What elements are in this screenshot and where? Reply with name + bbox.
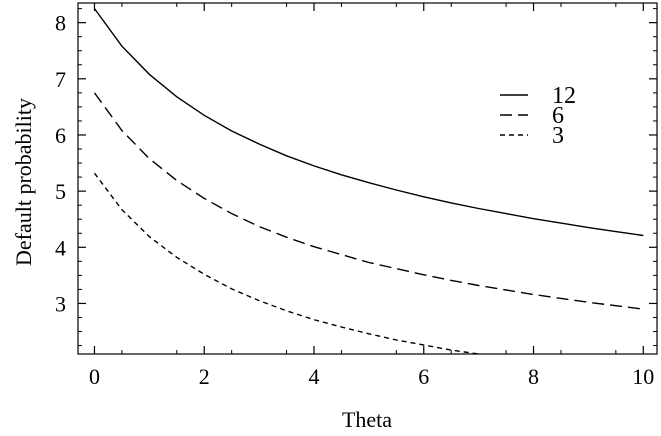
axis-ticks (78, 3, 657, 354)
x-tick-label: 2 (199, 364, 210, 389)
y-tick-label: 3 (55, 291, 66, 316)
legend-label: 3 (552, 123, 564, 149)
x-tick-label: 4 (308, 364, 319, 389)
plot-frame (77, 2, 658, 355)
plot-lines (93, 8, 644, 354)
x-tick-label: 6 (418, 364, 429, 389)
series-line-3 (93, 172, 484, 354)
legend-label: 12 (552, 83, 576, 109)
legend-label: 6 (552, 103, 564, 129)
y-tick-label: 4 (55, 235, 66, 260)
y-axis-title: Default probability (11, 98, 36, 266)
axis-tick-labels: 0 2 4 6 8 10 3 4 5 6 7 8 (55, 11, 654, 389)
x-axis-title: Theta (342, 407, 392, 432)
y-tick-label: 7 (55, 67, 66, 92)
y-tick-label: 6 (55, 123, 66, 148)
series-line-12 (93, 8, 644, 237)
series-line-6 (93, 92, 644, 310)
x-tick-label: 0 (89, 364, 100, 389)
x-tick-label: 8 (528, 364, 539, 389)
y-tick-label: 8 (55, 11, 66, 36)
y-tick-label: 5 (55, 179, 66, 204)
x-tick-label: 10 (632, 364, 654, 389)
